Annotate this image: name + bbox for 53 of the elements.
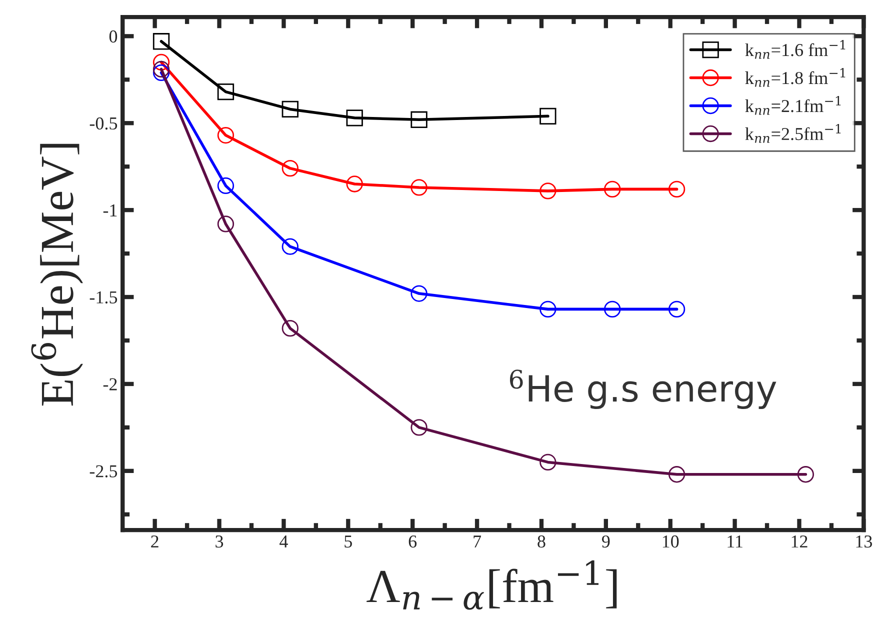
point [668, 466, 686, 483]
point [152, 60, 170, 78]
point [152, 33, 170, 50]
point [282, 100, 298, 118]
point [604, 180, 621, 198]
point [410, 419, 428, 436]
x-tick-label: 8 [538, 535, 546, 548]
point [346, 176, 363, 192]
x-tick-label: 9 [602, 535, 610, 548]
y-tick-label: -2 [103, 378, 117, 390]
point [604, 300, 621, 318]
y-tick-label: -0.5 [90, 117, 118, 130]
legend-label: k$_{nn}$=2.5fm$^{−1}$ [745, 124, 841, 143]
point [410, 111, 428, 128]
point [282, 160, 298, 177]
x-tick-label: 5 [344, 536, 352, 548]
point [346, 110, 363, 126]
y-tick-label: -1 [103, 204, 117, 216]
point [410, 285, 428, 302]
x-tick-label: 2 [151, 535, 158, 548]
x-tick-label: 13 [856, 535, 872, 548]
point [152, 54, 170, 71]
point [797, 466, 814, 483]
y-axis-title: E($^{6}$He)[MeV] [31, 144, 83, 406]
point [217, 177, 234, 194]
annotation: $^{6}$He g.s energy [510, 370, 776, 410]
point [668, 300, 686, 318]
point [282, 238, 298, 255]
y-tick-label: -2.5 [90, 465, 118, 478]
point [282, 320, 298, 337]
x-tick-label: 10 [662, 535, 679, 548]
point [540, 108, 556, 124]
x-tick-label: 4 [280, 536, 288, 548]
x-tick-label: 11 [728, 536, 742, 548]
point [217, 216, 234, 232]
point [540, 182, 556, 200]
point [217, 126, 234, 144]
point [540, 454, 556, 471]
y-tick-label: 0 [109, 30, 118, 43]
legend-label: k$_{nn}$=1.6 fm$^{−1}$ [745, 40, 846, 59]
point [540, 300, 556, 318]
legend-label: k$_{nn}$=2.1fm$^{−1}$ [745, 96, 841, 115]
legend-label: k$_{nn}$=1.8 fm$^{−1}$ [745, 68, 846, 87]
y-tick-label: -1.5 [90, 291, 118, 304]
point [410, 179, 428, 196]
x-tick-label: 7 [474, 536, 482, 548]
x-tick-label: 12 [792, 535, 808, 548]
x-tick-label: 6 [408, 535, 417, 548]
point [668, 180, 686, 198]
point [217, 83, 234, 100]
x-axis-title: Λ$_{n−α}$[fm$^{−1}$] [366, 560, 617, 610]
point [152, 64, 170, 82]
x-tick-label: 3 [216, 535, 224, 548]
